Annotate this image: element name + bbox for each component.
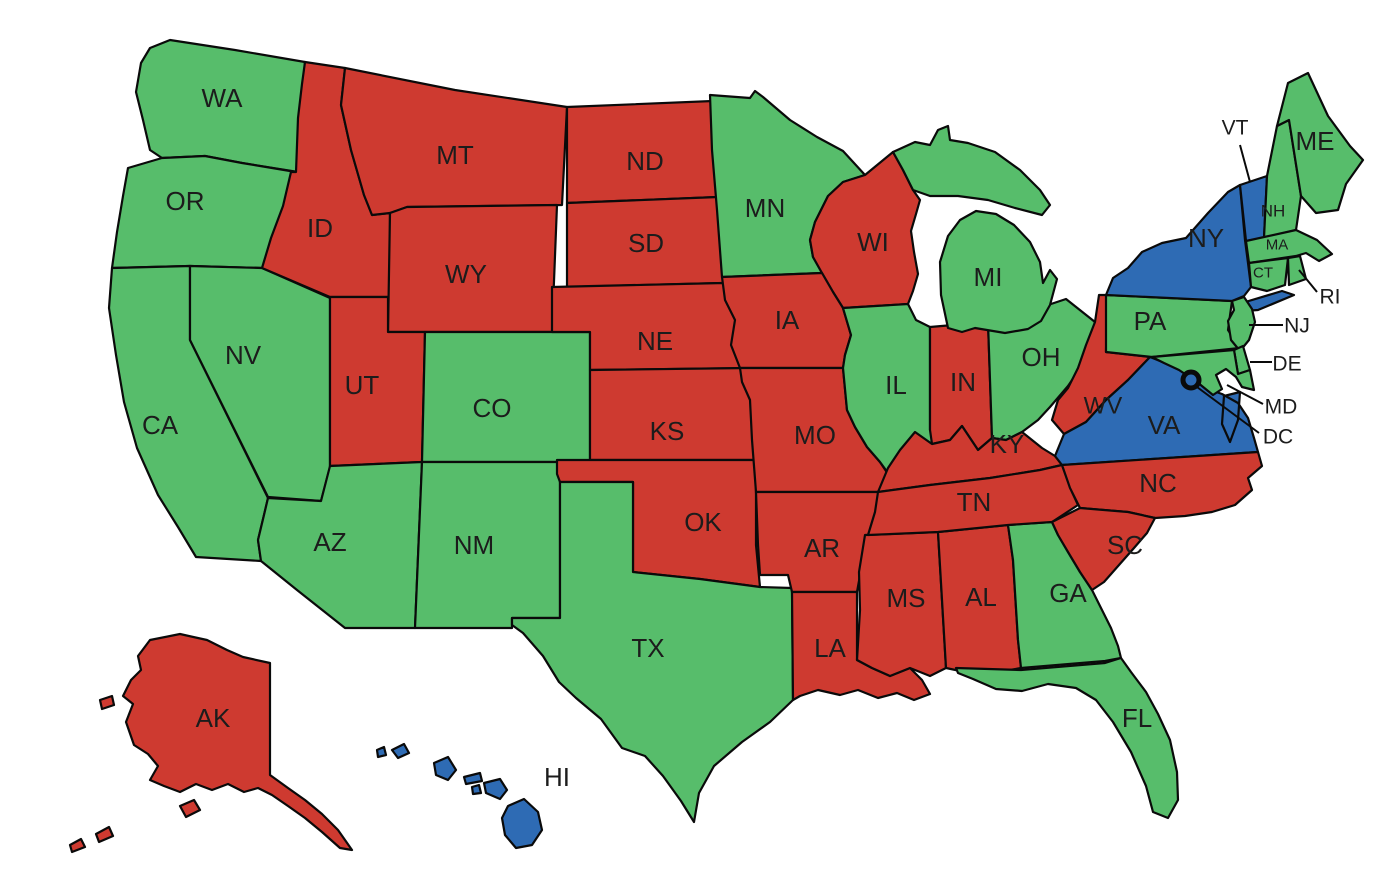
state-label-tx: TX [631, 633, 664, 663]
state-ri[interactable] [1286, 254, 1308, 287]
state-label-nd: ND [626, 146, 664, 176]
state-label-va: VA [1148, 410, 1181, 440]
state-ks[interactable] [588, 366, 758, 462]
state-sc[interactable] [1050, 506, 1157, 592]
state-label-sc: SC [1107, 530, 1143, 560]
state-label-co: CO [473, 393, 512, 423]
state-label-me: ME [1296, 126, 1335, 156]
state-labels-layer: WA OR CA NV ID MT WY UT CO AZ NM ND SD NE KS OK TX MN WI IA… [142, 83, 1341, 792]
state-label-nc: NC [1139, 468, 1177, 498]
state-label-la: LA [814, 633, 846, 663]
state-mi[interactable] [891, 124, 1059, 335]
state-label-wv: WV [1084, 393, 1123, 420]
state-label-id: ID [307, 213, 333, 243]
state-label-nh: NH [1261, 202, 1286, 221]
dc-marker-layer [1180, 369, 1202, 391]
state-label-pa: PA [1134, 306, 1167, 336]
state-label-in: IN [950, 367, 976, 397]
state-hi[interactable] [375, 742, 544, 850]
state-label-wi: WI [857, 227, 889, 257]
state-label-mt: MT [436, 140, 474, 170]
state-label-sd: SD [628, 228, 664, 258]
state-label-mn: MN [745, 193, 785, 223]
state-label-ma: MA [1266, 237, 1289, 254]
state-fl[interactable] [954, 656, 1180, 820]
state-label-ny: NY [1188, 223, 1224, 253]
dc-marker[interactable] [1180, 369, 1202, 391]
leader-lines-layer [1196, 144, 1318, 434]
state-label-wa: WA [202, 83, 244, 113]
state-wi[interactable] [808, 150, 922, 310]
state-me[interactable] [1275, 71, 1365, 215]
state-label-nv: NV [225, 340, 262, 370]
state-label-ca: CA [142, 410, 179, 440]
state-label-mi: MI [974, 262, 1003, 292]
state-label-dc: DC [1263, 426, 1293, 449]
state-label-nj: NJ [1284, 315, 1310, 338]
state-ak[interactable] [68, 632, 354, 854]
state-label-vt: VT [1222, 117, 1249, 140]
state-pa[interactable] [1104, 293, 1242, 359]
state-label-az: AZ [313, 527, 346, 557]
state-label-ga: GA [1049, 578, 1087, 608]
state-label-ne: NE [637, 326, 673, 356]
state-label-ky: KY [990, 429, 1025, 459]
state-label-il: IL [885, 370, 907, 400]
leader-line-vt [1239, 144, 1251, 183]
state-label-nm: NM [454, 530, 494, 560]
state-label-or: OR [166, 186, 205, 216]
state-label-ia: IA [775, 305, 800, 335]
state-label-tn: TN [957, 487, 992, 517]
state-label-hi: HI [544, 762, 570, 792]
state-label-ks: KS [650, 416, 685, 446]
leader-line-md [1226, 384, 1264, 405]
state-label-md: MD [1265, 396, 1298, 419]
state-label-ar: AR [804, 533, 840, 563]
state-label-oh: OH [1022, 342, 1061, 372]
state-label-de: DE [1272, 353, 1301, 376]
state-label-wy: WY [445, 259, 487, 289]
state-label-ok: OK [684, 507, 722, 537]
state-label-ri: RI [1320, 286, 1341, 309]
state-label-ut: UT [345, 370, 380, 400]
state-tx[interactable] [510, 480, 795, 824]
state-label-mo: MO [794, 420, 836, 450]
leader-line-ri [1298, 269, 1318, 293]
leader-line-dc [1196, 386, 1260, 434]
state-label-ak: AK [196, 703, 231, 733]
state-label-fl: FL [1122, 703, 1152, 733]
states-layer [68, 38, 1365, 854]
state-label-ms: MS [887, 583, 926, 613]
state-label-ct: CT [1253, 265, 1273, 282]
state-ct[interactable] [1247, 256, 1290, 293]
state-label-al: AL [965, 582, 997, 612]
state-nj[interactable] [1226, 295, 1257, 353]
